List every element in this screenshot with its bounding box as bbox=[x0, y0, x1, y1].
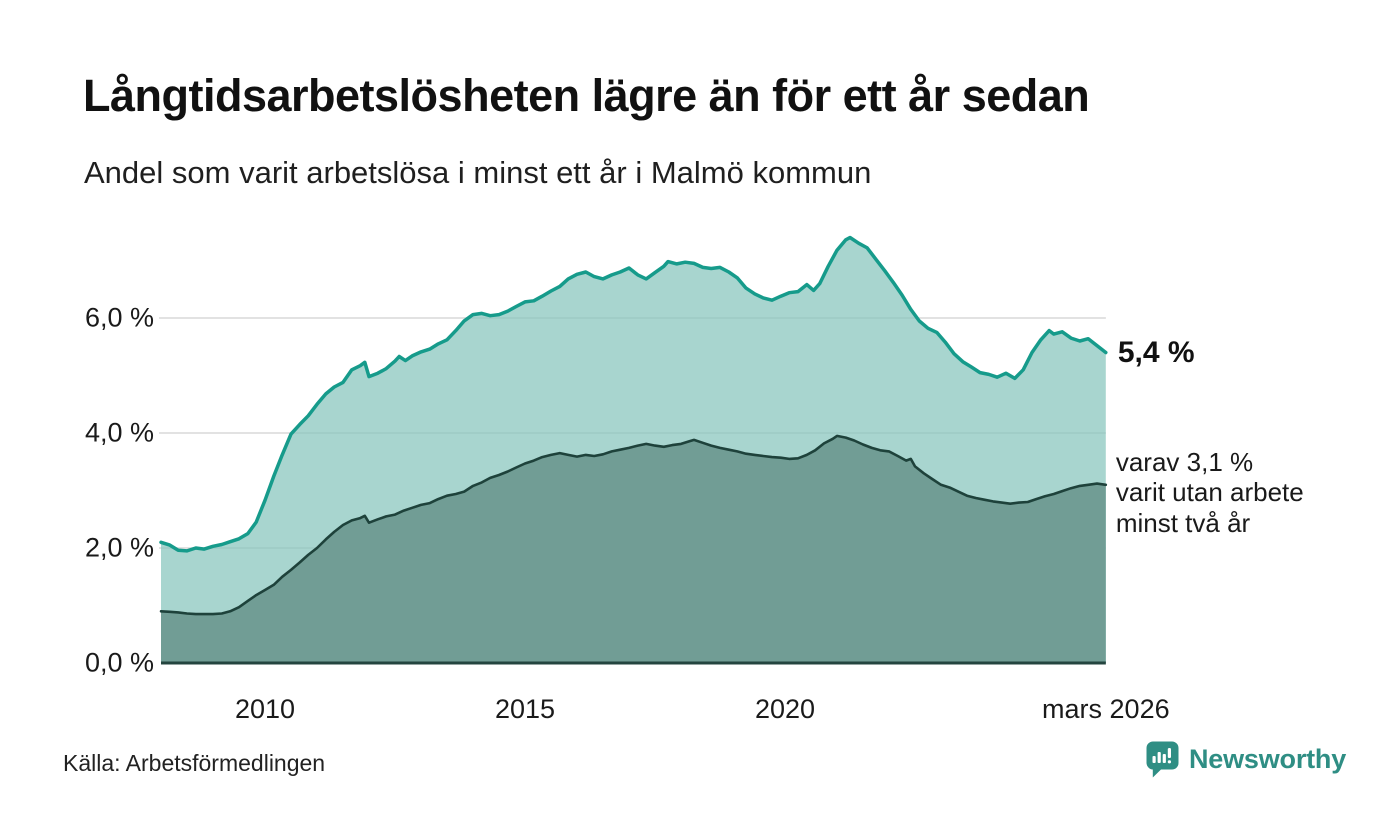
y-tick-label: 4,0 % bbox=[84, 417, 154, 448]
newsworthy-logo[interactable]: Newsworthy bbox=[1146, 741, 1346, 778]
x-tick-label: mars 2026 bbox=[1042, 694, 1170, 724]
minst-ett-ar-line bbox=[159, 235, 1108, 553]
x-tick-label: 2015 bbox=[494, 694, 556, 724]
y-tick-label: 6,0 % bbox=[84, 302, 154, 333]
x-tick-label: 2010 bbox=[234, 694, 296, 724]
y-tick-label: 0,0 % bbox=[84, 647, 154, 678]
y-tick-label: 2,0 % bbox=[84, 532, 154, 563]
page-subtitle: Andel som varit arbetslösa i minst ett å… bbox=[84, 155, 872, 190]
minst-tva-ar-area bbox=[161, 435, 1106, 663]
end-value-label: 5,4 % bbox=[1117, 335, 1195, 369]
newsworthy-wordmark: Newsworthy bbox=[1189, 744, 1347, 774]
page-title: Långtidsarbetslösheten lägre än för ett … bbox=[83, 70, 1090, 121]
newsworthy-bubble-icon bbox=[1146, 741, 1179, 778]
minst-tva-ar-line bbox=[159, 434, 1108, 616]
source-note: Källa: Arbetsförmedlingen bbox=[63, 750, 326, 776]
x-tick-label: 2020 bbox=[754, 694, 816, 724]
secondary-series-label: varav 3,1 % varit utan arbete minst två … bbox=[1115, 446, 1304, 539]
